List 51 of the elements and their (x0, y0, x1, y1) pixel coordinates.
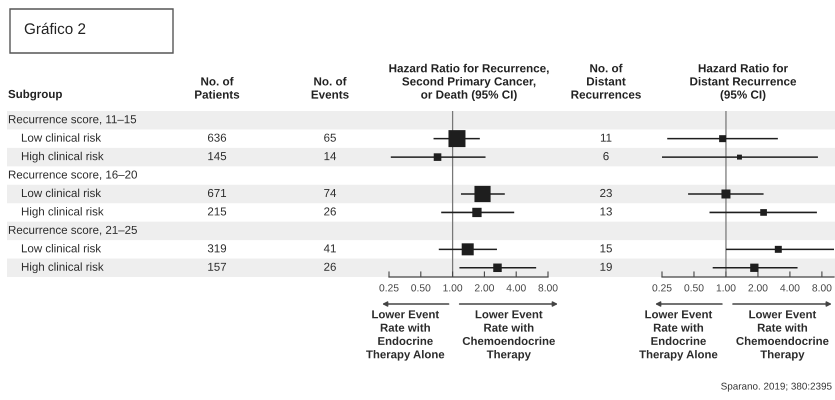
data-label: 23 (600, 188, 612, 198)
x-tick-label: 2.00 (748, 284, 768, 292)
x-tick-label: 4.00 (780, 284, 800, 292)
data-label: 26 (324, 207, 336, 216)
data-label: 14 (324, 152, 336, 160)
data-label: 6 (603, 152, 609, 160)
data-label: 13 (600, 207, 612, 216)
data-label: 157 (208, 262, 226, 271)
category-label: High clinical risk (22, 262, 104, 274)
text: No. of Events (312, 76, 349, 99)
category-label: Low clinical risk (22, 244, 102, 252)
text: No. of Patients (195, 76, 240, 99)
category-label: Recurrence score, 16–20 (8, 170, 137, 180)
x-tick-label: 8.00 (538, 284, 558, 292)
text: Lower Event Rate with Chemoendocrine Therapy (736, 310, 829, 361)
text: Lower Event Rate with Endocrine Therapy Alone (639, 310, 718, 361)
data-label: 65 (324, 134, 336, 142)
category-label: High clinical risk (22, 207, 104, 218)
x-tick-label: 1.00 (443, 284, 462, 292)
data-label: 636 (208, 134, 226, 142)
x-tick-label: 0.50 (684, 284, 704, 292)
text: Lower Event Rate with Endocrine Therapy Alone (366, 310, 444, 361)
data-label: 215 (208, 207, 226, 216)
text: No. of Distant Recurrences (571, 64, 641, 99)
category-label: High clinical risk (22, 152, 104, 162)
text: Sparano. 2019; 380:2395 (721, 382, 832, 392)
category-label: Low clinical risk (22, 133, 102, 142)
data-label: 319 (208, 244, 226, 252)
text: Subgroup (8, 90, 62, 100)
text: Gráfico 2 (24, 22, 86, 34)
chart-title: Hazard Ratio for Recurrence, Second Primary Cancer, or Death (95% CI) (389, 64, 549, 101)
data-label: 145 (208, 152, 226, 160)
x-tick-label: 4.00 (506, 284, 526, 292)
data-label: 41 (324, 244, 336, 252)
data-label: 671 (208, 188, 226, 198)
data-label: 26 (324, 262, 336, 271)
text: Lower Event Rate with Chemoendocrine Therapy (462, 310, 555, 361)
x-tick-label: 0.25 (652, 284, 672, 292)
x-tick-label: 8.00 (812, 284, 832, 292)
x-tick-label: 1.00 (716, 284, 736, 292)
chart-title: Hazard Ratio for Distant Recurrence (95% CI) (690, 64, 796, 101)
category-label: Recurrence score, 21–25 (8, 226, 137, 236)
data-label: 11 (600, 134, 612, 142)
category-label: Low clinical risk (22, 188, 102, 198)
x-tick-label: 0.50 (411, 284, 430, 292)
category-label: Recurrence score, 11–15 (8, 115, 136, 125)
x-tick-label: 0.25 (379, 284, 399, 292)
data-label: 19 (600, 262, 612, 271)
data-label: 15 (600, 244, 612, 252)
x-tick-label: 2.00 (474, 284, 494, 292)
data-label: 74 (324, 189, 336, 197)
